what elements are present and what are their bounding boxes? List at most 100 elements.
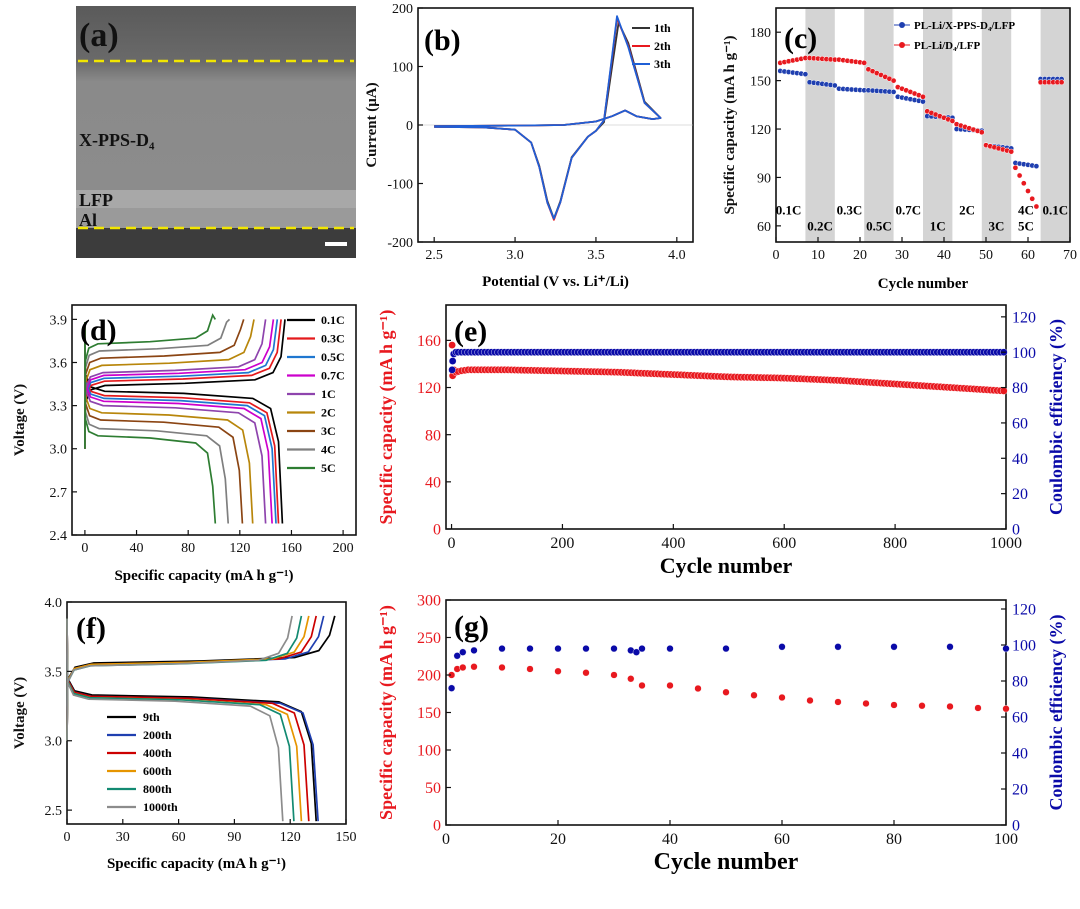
panel-label-b: (b) xyxy=(424,24,461,57)
panel-label-g: (g) xyxy=(454,610,489,643)
discharge-curve-0.3C xyxy=(84,322,280,524)
data-point xyxy=(610,671,618,679)
data-point xyxy=(1016,172,1023,179)
data-point xyxy=(582,644,590,653)
data-point xyxy=(890,77,897,84)
panel-label-f: (f) xyxy=(76,612,106,645)
legend-label: 3C xyxy=(321,424,336,438)
x-tick-label: 2.5 xyxy=(425,248,443,263)
data-point xyxy=(890,643,898,651)
data-point xyxy=(722,688,730,696)
data-point xyxy=(498,644,506,653)
panel-label-a: (a) xyxy=(79,17,119,54)
y-tick-label: 3.0 xyxy=(50,443,68,458)
x-tick-label: 0 xyxy=(442,831,450,848)
discharge-curve-400th xyxy=(66,618,310,822)
sem-substrate xyxy=(76,228,356,258)
y-tick-label: 200 xyxy=(417,668,441,685)
x-axis-label: Specific capacity (mA h g⁻¹) xyxy=(114,568,293,584)
legend-label: 200th xyxy=(143,728,172,742)
data-point xyxy=(632,648,641,656)
data-point xyxy=(974,704,982,712)
sem-lfp-band xyxy=(76,190,356,208)
x-tick-label: 40 xyxy=(130,541,144,556)
rate-band xyxy=(1040,8,1070,242)
x-tick-label: 30 xyxy=(116,830,130,845)
layer-label-lfp: LFP xyxy=(79,190,113,210)
data-point xyxy=(526,665,534,673)
y-tick-label: 250 xyxy=(417,630,441,647)
x-tick-label: 0 xyxy=(773,248,780,263)
rate-label: 4C xyxy=(1018,203,1034,218)
y-tick-label: 40 xyxy=(425,474,441,491)
x-tick-label: 800 xyxy=(883,535,907,552)
data-point xyxy=(802,71,809,78)
y-tick-label: 80 xyxy=(425,427,441,444)
x-tick-label: 400 xyxy=(661,535,685,552)
data-point xyxy=(666,681,674,690)
panel-label-c: (c) xyxy=(784,22,817,55)
y-tick-label: -200 xyxy=(387,236,413,251)
data-point xyxy=(834,643,842,651)
charge-curve-2C xyxy=(84,319,255,449)
legend-marker xyxy=(899,42,905,48)
scale-bar xyxy=(325,242,347,246)
data-point xyxy=(448,366,456,374)
legend-label: 400th xyxy=(143,746,172,760)
sem-al-band xyxy=(76,208,356,228)
panel-label-d: (d) xyxy=(80,314,117,347)
y-tick-label: 3.3 xyxy=(50,400,68,415)
y-tick-label: 20 xyxy=(1012,486,1028,503)
charge-curve-1000th xyxy=(66,615,293,741)
data-point xyxy=(918,702,926,710)
legend-label: 0.1C xyxy=(321,313,345,327)
panel-a: (a) X-PPS-D₄ LFP Al xyxy=(76,6,356,258)
legend-label: 9th xyxy=(143,710,160,724)
rate-label: 0.5C xyxy=(866,219,892,234)
data-point xyxy=(1012,164,1019,171)
data-point xyxy=(946,702,954,711)
y-tick-label: 3.0 xyxy=(45,735,63,750)
x-tick-label: 60 xyxy=(1021,248,1035,263)
data-point xyxy=(1033,203,1040,210)
x-tick-label: 4.0 xyxy=(668,248,686,263)
x-tick-label: 100 xyxy=(994,831,1018,848)
layer-label-xpps: X-PPS-D₄ xyxy=(79,130,155,150)
panel-f: 0 30 60 90 120 150 2.5 3.0 3.5 4.0 Specific capaci… xyxy=(12,596,357,872)
y-tick-label: 3.5 xyxy=(45,665,63,680)
y-tick-label: 0 xyxy=(1012,522,1020,539)
x-tick-label: 3.5 xyxy=(587,248,605,263)
legend-label: 0.3C xyxy=(321,332,345,346)
data-point xyxy=(946,643,954,651)
y-axis-label: Specific capacity (mA h g⁻¹) xyxy=(376,605,397,820)
data-point xyxy=(448,341,456,349)
data-point xyxy=(1002,644,1010,653)
x-axis-label: Cycle number xyxy=(660,553,793,578)
rate-label: 5C xyxy=(1018,219,1034,234)
y-tick-label: 180 xyxy=(750,26,771,41)
charge-curve-4C xyxy=(84,318,231,449)
panel-c-frame xyxy=(775,7,1071,243)
data-point xyxy=(453,652,461,660)
rate-band xyxy=(923,8,953,242)
legend-label: 1C xyxy=(321,387,336,401)
discharge-curve-600th xyxy=(66,618,303,822)
x-axis-label: Potential (V vs. Li⁺/Li) xyxy=(482,274,629,290)
y-axis-label: Specific capacity (mA h g⁻¹) xyxy=(722,35,738,214)
y-axis-label: Current (μA) xyxy=(364,82,380,167)
y-tick-label: 90 xyxy=(757,171,771,186)
legend-label: 2C xyxy=(321,406,336,420)
x-tick-label: 90 xyxy=(227,830,241,845)
legend-label: 800th xyxy=(143,782,172,796)
y-tick-label: 4.0 xyxy=(45,596,63,611)
panel-e: 0 200 400 600 800 100004080120160020406080100… xyxy=(376,304,1067,578)
legend-label: 4C xyxy=(321,443,336,457)
y-tick-label: 40 xyxy=(1012,451,1028,468)
data-point xyxy=(778,693,786,702)
y-tick-label: 200 xyxy=(392,2,413,17)
data-point xyxy=(978,129,985,136)
x-tick-label: 0 xyxy=(64,830,71,845)
y-tick-label: 3.6 xyxy=(50,356,68,371)
x-tick-label: 60 xyxy=(774,831,790,848)
